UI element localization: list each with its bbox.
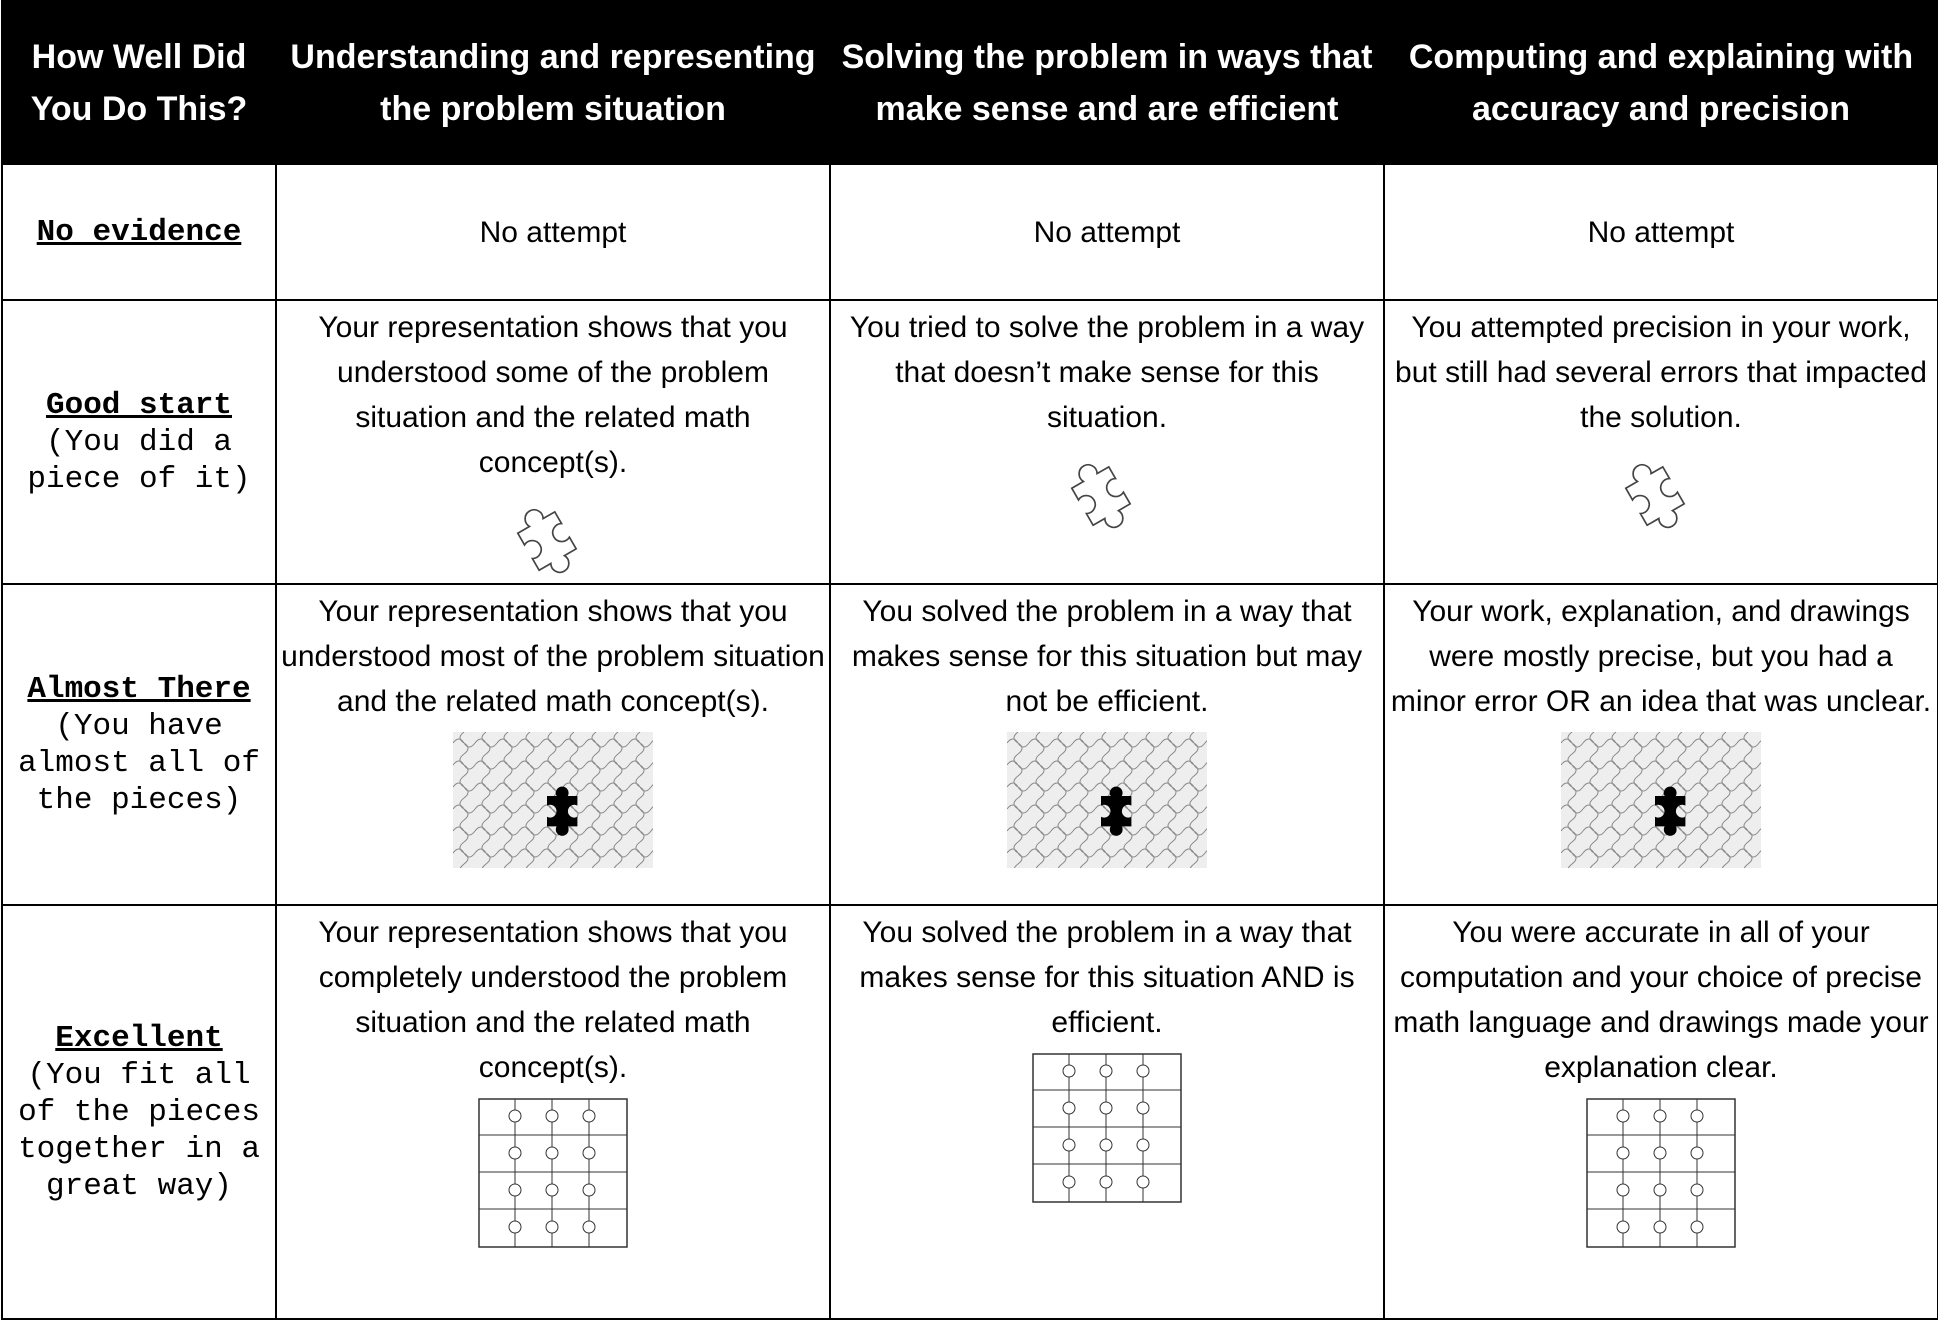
criterion-text: Your work, explanation, and drawings wer… [1390, 595, 1932, 718]
level-cell: Almost There (You have almost all of the … [1, 583, 277, 906]
level-description: (You did a piece of it) [27, 424, 251, 497]
criterion-cell: You tried to solve the problem in a way … [829, 299, 1385, 585]
criterion-cell: Your representation shows that you compl… [275, 904, 831, 1320]
criterion-text: You solved the problem in a way that mak… [859, 916, 1355, 1039]
criterion-cell: No attempt [1383, 163, 1938, 301]
criterion-cell: Your representation shows that you under… [275, 583, 831, 906]
criterion-text: You tried to solve the problem in a way … [849, 311, 1365, 434]
criterion-text: No attempt [1587, 215, 1735, 249]
header-cell: Understanding and representing the probl… [275, 0, 831, 165]
level-cell: Excellent (You fit all of the pieces toge… [1, 904, 277, 1320]
criterion-cell: You were accurate in all of your computa… [1383, 904, 1938, 1320]
level-name: Good start [45, 387, 233, 423]
puzzle-piece-icon [1070, 463, 1132, 529]
puzzle-piece-icon [1624, 463, 1686, 529]
rubric-row: Good start (You did a piece of it) Your re… [1, 299, 1938, 585]
criterion-cell: You attempted precision in your work, bu… [1383, 299, 1938, 585]
level-description: (You fit all of the pieces together in a… [18, 1057, 260, 1204]
level-name: Excellent [55, 1020, 223, 1056]
level-name: Almost There [27, 671, 251, 707]
puzzle-piece-icon [516, 508, 578, 574]
criterion-cell: No attempt [829, 163, 1385, 301]
header-cell: How Well Did You Do This? [1, 0, 277, 165]
criterion-text: You attempted precision in your work, bu… [1395, 311, 1927, 434]
criterion-cell: You solved the problem in a way that mak… [829, 583, 1385, 906]
rubric-row: Excellent (You fit all of the pieces toge… [1, 904, 1938, 1320]
criterion-text: Your representation shows that you under… [281, 595, 825, 718]
almost-complete-icon [1561, 732, 1761, 868]
header-cell: Solving the problem in ways that make se… [829, 0, 1385, 165]
complete-puzzle-icon [1032, 1053, 1182, 1203]
criterion-text: You solved the problem in a way that mak… [851, 595, 1363, 718]
almost-complete-icon [453, 732, 653, 868]
criterion-text: No attempt [1033, 215, 1181, 249]
criterion-cell: No attempt [275, 163, 831, 301]
level-name: No evidence [36, 214, 242, 250]
criterion-cell: Your work, explanation, and drawings wer… [1383, 583, 1938, 906]
rubric-row: No evidence No attempt No attempt No attemp… [1, 163, 1938, 301]
criterion-text: You were accurate in all of your computa… [1393, 916, 1929, 1084]
rubric-row: Almost There (You have almost all of the … [1, 583, 1938, 906]
complete-puzzle-icon [1586, 1098, 1736, 1248]
complete-puzzle-icon [478, 1098, 628, 1248]
criterion-text: No attempt [479, 215, 627, 249]
criterion-cell: Your representation shows that you under… [275, 299, 831, 585]
header-row: How Well Did You Do This? Understanding a… [1, 0, 1938, 165]
level-description: (You have almost all of the pieces) [18, 708, 260, 818]
criterion-cell: You solved the problem in a way that mak… [829, 904, 1385, 1320]
criterion-text: Your representation shows that you under… [318, 311, 788, 479]
level-cell: No evidence [1, 163, 277, 301]
almost-complete-icon [1007, 732, 1207, 868]
table-body: No evidence No attempt No attempt No attemp… [1, 163, 1938, 1320]
level-cell: Good start (You did a piece of it) [1, 299, 277, 585]
header-cell: Computing and explaining with accuracy a… [1383, 0, 1938, 165]
criterion-text: Your representation shows that you compl… [318, 916, 788, 1084]
